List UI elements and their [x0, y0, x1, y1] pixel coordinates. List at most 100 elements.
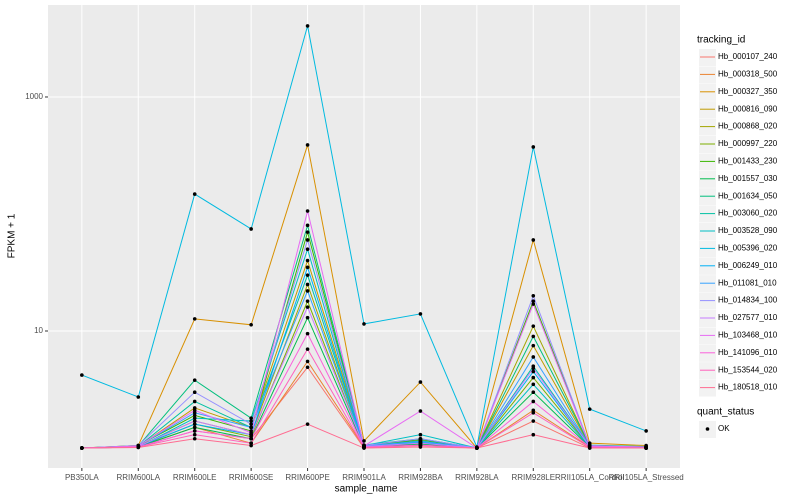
data-point: [136, 395, 141, 399]
data-point: [305, 209, 310, 213]
data-point: [192, 399, 197, 404]
data-point: [362, 439, 366, 443]
x-tick-label: RRIM600PE: [285, 473, 329, 482]
data-point: [305, 315, 310, 320]
legend-label: Hb_000107_240: [718, 52, 778, 61]
legend-label: Hb_000318_500: [718, 70, 778, 79]
data-point: [249, 430, 253, 435]
data-point: [192, 317, 197, 321]
data-point: [644, 429, 648, 433]
data-point: [418, 445, 423, 449]
y-tick-label: 1000: [25, 92, 43, 101]
data-point: [418, 436, 423, 441]
data-point: [362, 322, 366, 326]
legend-label: Hb_003528_090: [718, 226, 778, 235]
x-tick-label: RRIM928BA: [398, 473, 443, 482]
x-axis-title: sample_name: [335, 484, 398, 495]
data-point: [418, 409, 423, 413]
data-point: [192, 429, 197, 433]
data-point: [305, 359, 310, 364]
legend-key: [705, 427, 710, 431]
point-legend-label: OK: [718, 424, 730, 433]
x-tick-label: RRIM901LA: [342, 473, 386, 482]
legend-label: Hb_141096_010: [718, 348, 778, 357]
data-point: [305, 273, 310, 277]
data-point: [305, 331, 310, 336]
data-point: [531, 334, 536, 339]
data-point: [192, 378, 197, 382]
x-tick-label: PB350LA: [65, 473, 99, 482]
data-point: [531, 355, 536, 359]
data-point: [531, 343, 536, 348]
data-point: [192, 192, 197, 196]
data-point: [305, 422, 310, 426]
legend-label: Hb_001557_030: [718, 174, 778, 183]
data-point: [249, 443, 253, 448]
data-point: [305, 282, 310, 287]
data-point: [531, 419, 536, 423]
data-point: [531, 408, 536, 413]
data-point: [418, 312, 423, 316]
y-axis-title: FPKM + 1: [7, 213, 18, 258]
data-point: [531, 302, 536, 306]
legend-label: Hb_180518_010: [718, 383, 778, 392]
data-point: [249, 436, 253, 441]
data-point: [305, 238, 310, 242]
legend-label: Hb_006249_010: [718, 261, 778, 270]
legend-label: Hb_000997_220: [718, 139, 778, 148]
data-point: [531, 238, 536, 242]
legend-label: Hb_001433_230: [718, 157, 778, 166]
data-point: [192, 425, 197, 430]
data-point: [305, 289, 310, 293]
data-point: [362, 446, 366, 450]
data-point: [192, 419, 197, 423]
legend-label: Hb_000816_090: [718, 104, 778, 113]
data-point: [305, 258, 310, 263]
data-point: [192, 416, 197, 420]
data-point: [80, 446, 84, 450]
legend-label: Hb_027577_010: [718, 313, 778, 322]
data-point: [305, 365, 310, 370]
data-point: [192, 411, 197, 415]
legend-key-bg: [699, 118, 716, 136]
data-point: [249, 425, 253, 430]
data-point: [305, 247, 310, 252]
data-point: [305, 305, 310, 309]
point-legend-title: quant_status: [697, 407, 754, 418]
data-point: [192, 390, 197, 394]
legend-label: Hb_001634_050: [718, 191, 778, 200]
y-tick-label: 10: [34, 326, 43, 335]
legend-label: Hb_000327_350: [718, 87, 778, 96]
data-point: [192, 422, 197, 426]
data-point: [192, 432, 197, 437]
data-point: [531, 293, 536, 298]
data-point: [531, 375, 536, 380]
x-tick-label: RRIM928LA: [455, 473, 499, 482]
data-point: [305, 24, 310, 28]
data-point: [192, 413, 197, 418]
data-point: [249, 322, 253, 327]
legend-label: Hb_011081_010: [718, 278, 777, 287]
data-point: [80, 373, 84, 377]
data-point: [531, 399, 536, 404]
legend-label: Hb_153544_020: [718, 365, 778, 374]
legend-title: tracking_id: [697, 35, 745, 46]
data-point: [531, 145, 536, 149]
data-point: [249, 419, 253, 423]
data-point: [531, 324, 536, 328]
data-point: [305, 265, 310, 270]
data-point: [531, 432, 536, 437]
data-point: [587, 446, 592, 450]
data-point: [249, 422, 253, 426]
data-point: [136, 445, 141, 450]
data-point: [305, 230, 310, 234]
data-point: [192, 436, 197, 441]
x-tick-label: RRIM600LA: [116, 473, 160, 482]
legend-label: Hb_005396_020: [718, 244, 778, 253]
data-point: [192, 408, 197, 413]
data-point: [531, 299, 536, 303]
data-point: [305, 223, 310, 228]
data-point: [418, 380, 423, 384]
data-point: [418, 432, 423, 437]
